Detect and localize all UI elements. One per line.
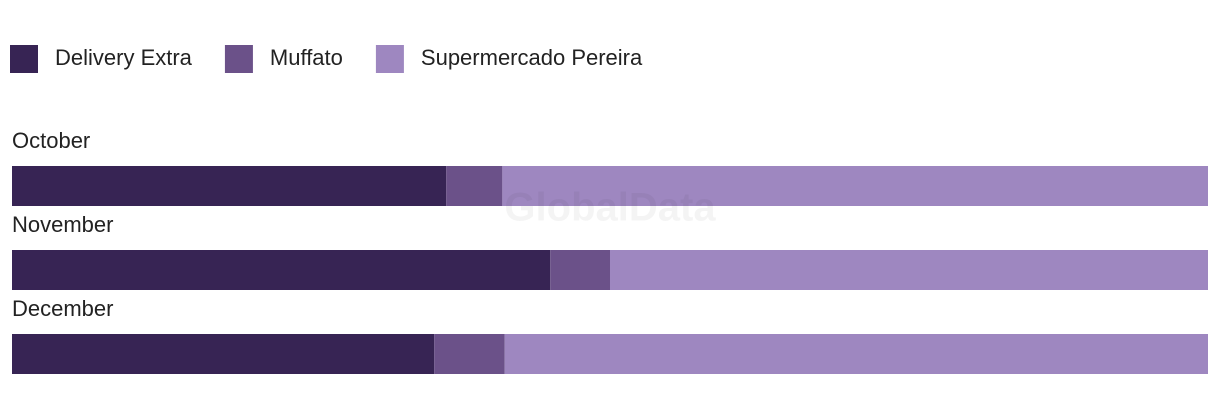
bar-segment — [12, 250, 551, 290]
bar-segment — [550, 250, 610, 290]
bar-segment — [12, 166, 447, 206]
category-label: October — [12, 128, 90, 153]
bar-segment — [446, 166, 503, 206]
legend-swatch — [224, 45, 253, 73]
legend-swatch — [10, 45, 38, 73]
legend-label: Muffato — [270, 45, 343, 70]
legend-swatch — [375, 45, 404, 73]
legend-label: Supermercado Pereira — [421, 45, 643, 70]
watermark: GlobalData — [504, 186, 716, 230]
bar-segment — [12, 334, 435, 374]
legend-label: Delivery Extra — [55, 45, 193, 70]
bar-segment — [504, 334, 1208, 374]
category-label: December — [12, 296, 113, 321]
bar-segment — [502, 166, 1208, 206]
bar-segment — [610, 250, 1208, 290]
bar-segment — [434, 334, 505, 374]
category-label: November — [12, 212, 113, 237]
